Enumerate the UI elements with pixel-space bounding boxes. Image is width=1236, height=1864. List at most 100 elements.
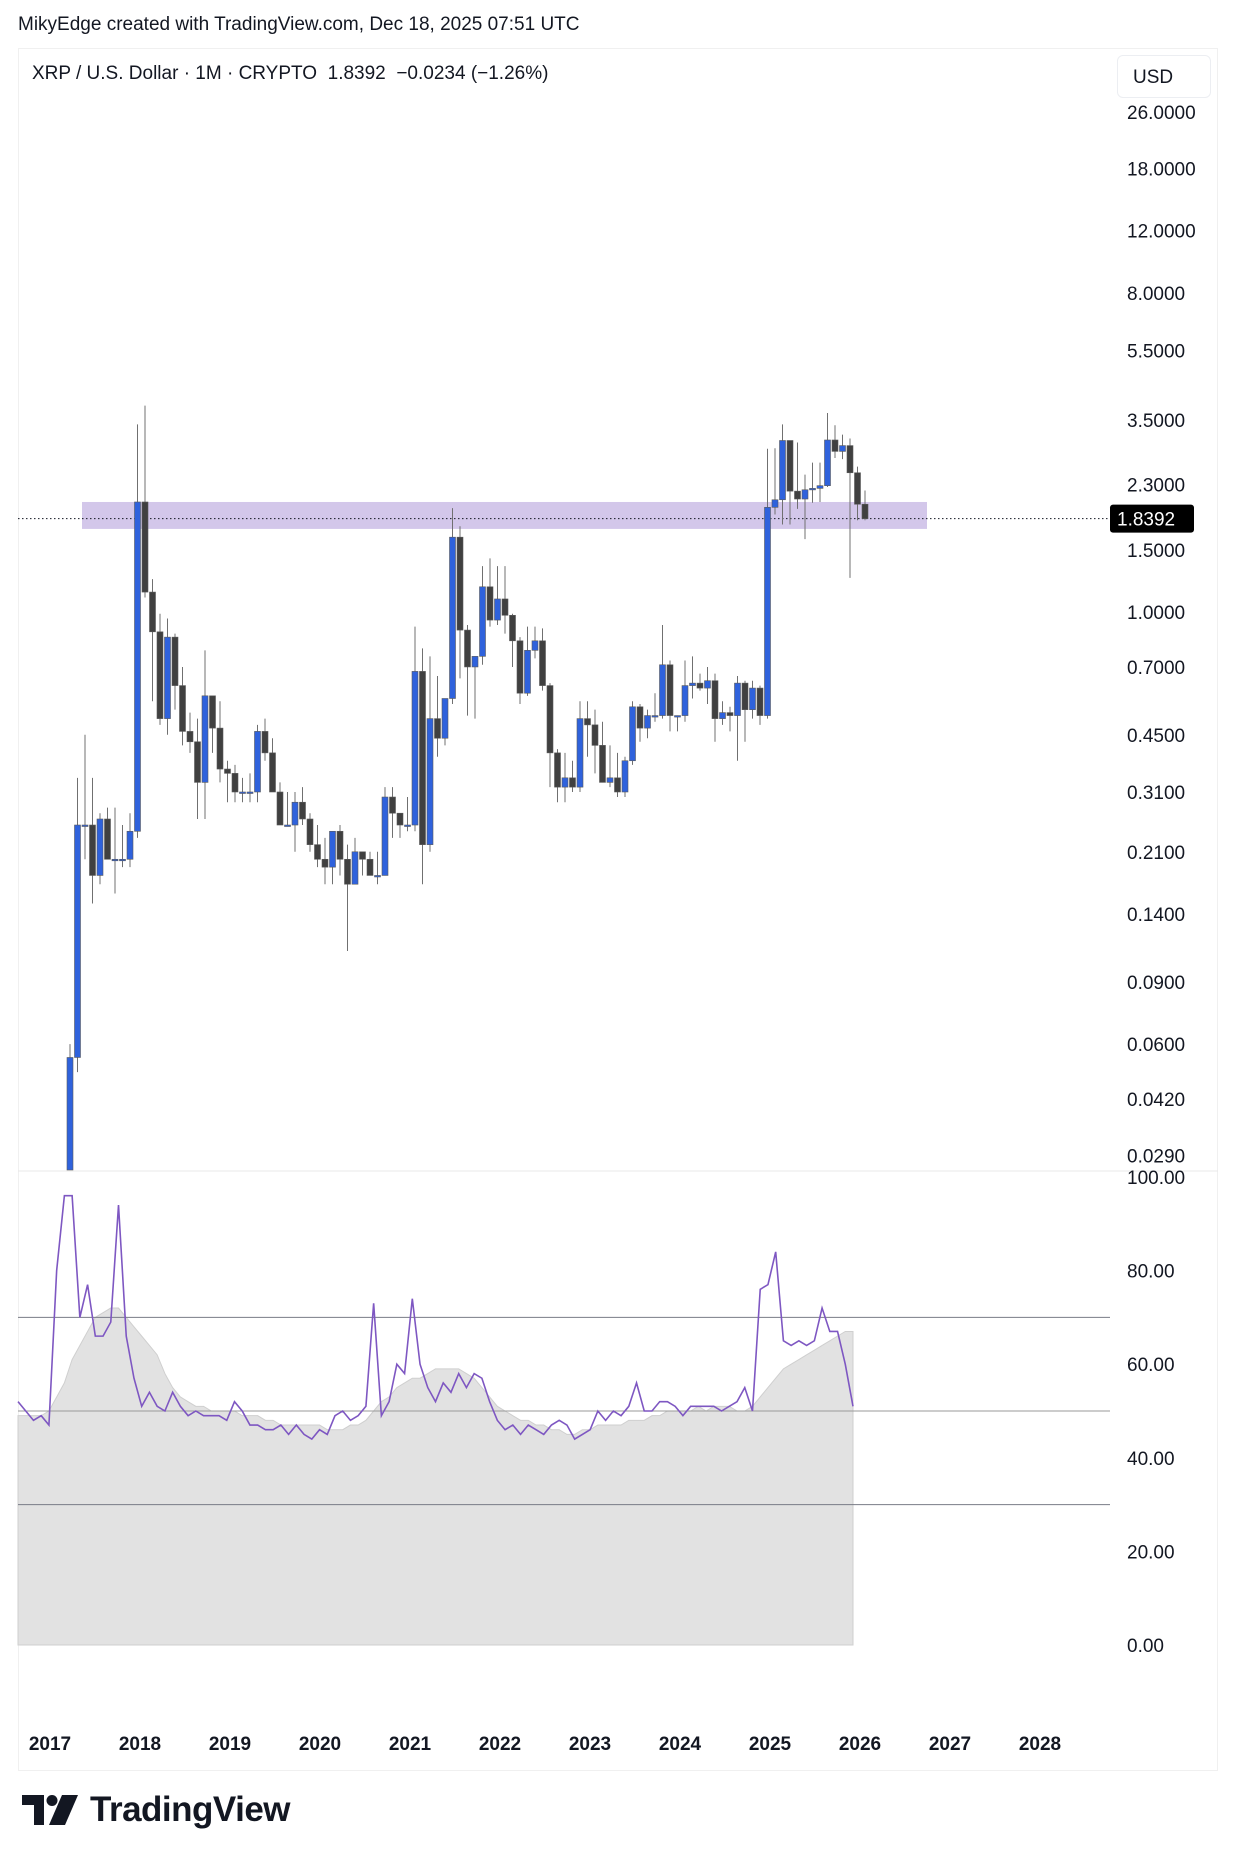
candle (524, 650, 531, 694)
candle (89, 824, 96, 876)
candle (711, 680, 719, 719)
candle (554, 752, 561, 788)
candle (471, 656, 479, 668)
rsi-axis[interactable]: 100.00 80.00 60.00 40.00 20.00 0.00 (1127, 1168, 1185, 1657)
price-axis-label: 1.5000 (1127, 541, 1185, 562)
candle (104, 818, 111, 860)
candle (111, 858, 119, 862)
resistance-zone (82, 501, 927, 529)
time-axis-label: 2017 (29, 1734, 71, 1755)
candle (261, 731, 269, 754)
zone-rect (82, 501, 927, 529)
last-price-tag: 1.8392 (1110, 504, 1194, 533)
time-axis-label: 2024 (659, 1734, 702, 1755)
price-axis-label: 1.0000 (1127, 603, 1185, 624)
candle (171, 636, 179, 686)
currency-button[interactable]: USD (1117, 55, 1211, 98)
price-axis-label: 0.0600 (1127, 1035, 1185, 1056)
price-axis-label: 0.7000 (1127, 658, 1185, 679)
rsi-line (17, 1194, 854, 1441)
candle (494, 598, 501, 621)
candle (74, 824, 81, 1058)
candle (246, 791, 254, 794)
time-axis-label: 2019 (209, 1734, 251, 1755)
price-axis-label: 8.0000 (1127, 284, 1185, 305)
candle (659, 664, 666, 716)
rsi-axis-label: 100.00 (1127, 1168, 1185, 1189)
candle (299, 801, 306, 820)
candle (209, 695, 216, 729)
candle (726, 712, 734, 716)
candle (704, 680, 711, 689)
candle (179, 685, 186, 732)
time-axis-label: 2025 (749, 1734, 792, 1755)
candle (216, 727, 224, 770)
candle (344, 858, 351, 885)
price-axis-label: 0.2100 (1127, 843, 1185, 864)
time-axis-label: 2023 (569, 1734, 611, 1755)
candle (636, 706, 644, 729)
candle (149, 591, 156, 633)
candle (666, 664, 674, 716)
candle (411, 671, 419, 826)
candle (426, 718, 434, 845)
symbol-title[interactable]: XRP / U.S. Dollar · 1M · CRYPTO (32, 63, 318, 84)
last-price: 1.8392 (327, 63, 386, 84)
candle (434, 718, 441, 739)
time-axis-label: 2028 (1019, 1734, 1061, 1755)
candle (546, 685, 554, 754)
candle (126, 830, 134, 860)
candle (576, 718, 584, 788)
candle (569, 777, 576, 788)
candle (284, 824, 291, 827)
candle (816, 485, 824, 489)
candle (396, 812, 404, 826)
candle (321, 858, 329, 868)
candle (194, 741, 201, 783)
price-axis-label: 0.1400 (1127, 905, 1185, 926)
candle (366, 858, 374, 876)
chart-frame (18, 48, 1218, 1771)
candle (201, 695, 209, 783)
candle (224, 768, 231, 774)
candle (696, 682, 704, 689)
candle (741, 682, 749, 710)
candle (329, 830, 336, 868)
time-axis-label: 2026 (839, 1734, 881, 1755)
candle (269, 752, 276, 793)
price-axis[interactable]: 26.0000 18.0000 12.0000 8.0000 5.5000 3.5000 2… (1127, 103, 1196, 1168)
candle (119, 858, 126, 862)
price-axis-label: 5.5000 (1127, 341, 1185, 362)
candle (749, 687, 756, 710)
time-axis-label: 2021 (389, 1734, 432, 1755)
candle (614, 777, 621, 793)
candle (291, 801, 299, 826)
candle (464, 629, 471, 668)
time-axis-label: 2022 (479, 1734, 521, 1755)
candle (861, 503, 869, 519)
last-price-tag-label: 1.8392 (1117, 510, 1175, 531)
candle (756, 687, 764, 716)
tradingview-logo[interactable]: TradingView (22, 1790, 291, 1829)
candle (689, 682, 696, 686)
price-axis-label: 3.5000 (1127, 411, 1185, 432)
price-axis-label: 0.0290 (1127, 1147, 1185, 1168)
candle (134, 501, 141, 832)
candle (449, 536, 456, 699)
candle (509, 614, 516, 642)
candle (801, 489, 809, 500)
rsi-axis-label: 40.00 (1127, 1449, 1175, 1470)
candle (81, 824, 89, 827)
candle (644, 715, 651, 729)
candle (441, 698, 449, 739)
rsi-pane (17, 1194, 1110, 1646)
candle (831, 439, 839, 452)
candle (824, 439, 831, 486)
price-change: −0.0234 (−1.26%) (396, 63, 549, 84)
rsi-axis-label: 0.00 (1127, 1636, 1164, 1657)
candle (681, 685, 689, 716)
candle (314, 844, 321, 860)
candle (359, 851, 366, 860)
time-axis[interactable]: 2017 2018 2019 2020 2021 2022 2023 2024 2025 2026… (29, 1734, 1061, 1755)
